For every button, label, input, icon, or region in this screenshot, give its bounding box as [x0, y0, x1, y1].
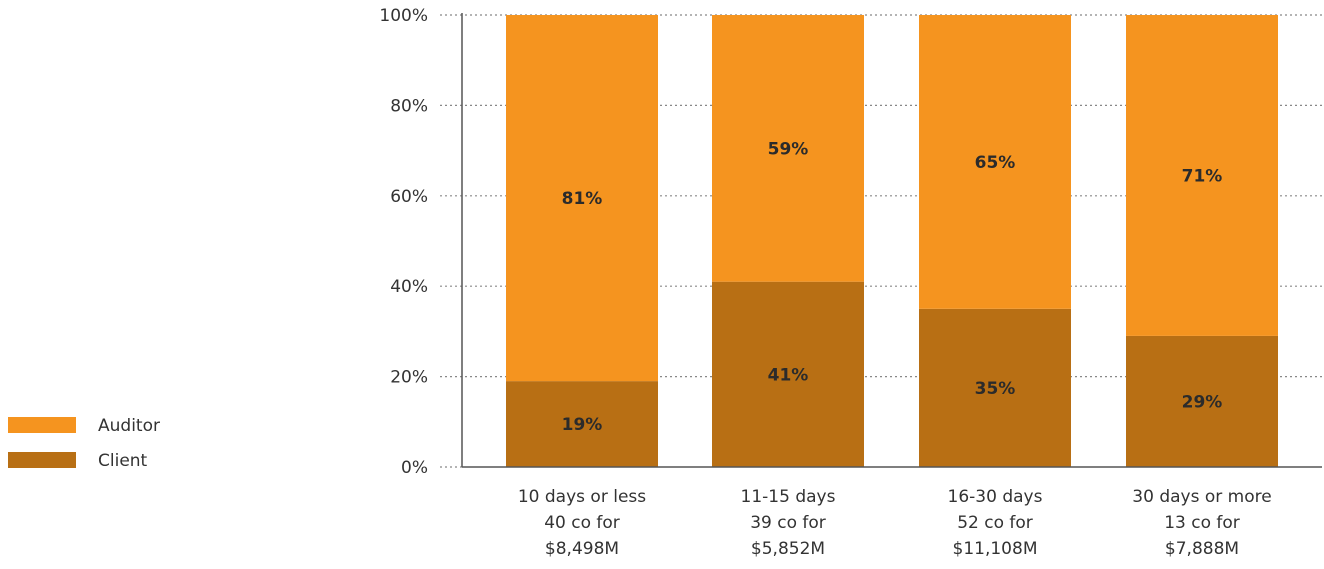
y-tick-label: 20% — [390, 368, 428, 388]
data-label: 81% — [562, 189, 603, 209]
x-tick-label: 30 days or more 13 co for $7,888M — [1132, 487, 1271, 559]
data-label: 19% — [562, 415, 603, 435]
bar-segment-auditor — [919, 15, 1071, 309]
legend-swatch-client — [8, 452, 76, 468]
bar-segment-auditor — [1126, 15, 1278, 336]
data-label: 29% — [1182, 392, 1223, 412]
bar-segment-client — [712, 281, 864, 467]
y-tick-label: 0% — [401, 458, 428, 478]
y-tick-label: 60% — [390, 187, 428, 207]
legend: Auditor Client — [8, 416, 160, 471]
data-label: 65% — [975, 153, 1016, 173]
x-tick-label: 16-30 days 52 co for $11,108M — [948, 487, 1043, 559]
data-label: 41% — [768, 365, 809, 385]
y-tick-label: 40% — [390, 277, 428, 297]
data-label: 71% — [1182, 166, 1223, 186]
y-tick-label: 80% — [390, 96, 428, 116]
y-tick-label: 100% — [379, 6, 428, 26]
bar-segment-auditor — [506, 15, 658, 382]
legend-label: Auditor — [98, 416, 160, 436]
axes: 0% 20% 40% 60% 80% 100% 10 days or less 40 co f… — [379, 6, 1322, 559]
bar-segment-client — [919, 308, 1071, 467]
bar-segment-client — [506, 381, 658, 467]
x-tick-label: 10 days or less 40 co for $8,498M — [518, 487, 646, 559]
x-tick-label: 11-15 days 39 co for $5,852M — [741, 487, 836, 559]
data-label: 59% — [768, 139, 809, 159]
bar-segment-client — [1126, 335, 1278, 467]
data-label: 35% — [975, 379, 1016, 399]
bars — [506, 15, 1278, 467]
legend-swatch-auditor — [8, 417, 76, 433]
bar-segment-auditor — [712, 15, 864, 282]
legend-label: Client — [98, 451, 148, 471]
data-labels: 19% 81% 41% 59% 35% 65% 29% 71% — [562, 139, 1223, 435]
